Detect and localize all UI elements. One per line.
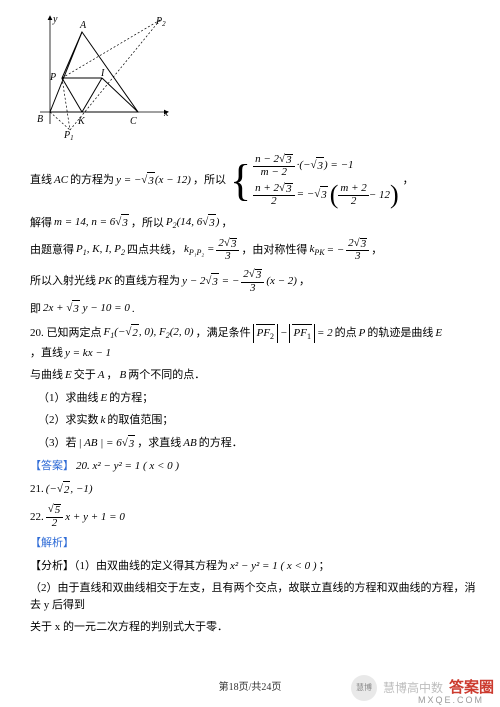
line-ac-equation: 直线 AC 的方程为 y = −3(x − 12) ，所以 { n − 23m … — [30, 154, 476, 208]
b: B — [119, 367, 126, 384]
t: 22. — [30, 509, 44, 526]
t: 四点共线， — [127, 242, 182, 259]
t: （1）求曲线 — [38, 390, 99, 407]
svg-text:K: K — [77, 116, 86, 127]
t: . — [132, 301, 135, 318]
t: 21. — [30, 481, 44, 498]
e: E — [65, 367, 72, 384]
rest: x + y + 1 = 0 — [65, 509, 125, 526]
eq: y = −3(x − 12) — [116, 172, 191, 190]
t: 的方程． — [199, 435, 243, 452]
line-incident-ray: 所以入射光线 PK 的直线方程为 y − 23 = − 233 (x − 2) … — [30, 269, 476, 294]
answer-20: 【答案】 20. x² − y² = 1 ( x < 0 ) — [30, 458, 476, 475]
watermark-sub: MXQE.COM — [418, 694, 484, 707]
rhs: (x − 2) — [266, 273, 297, 290]
svg-text:I: I — [100, 68, 105, 79]
ac: AC — [54, 172, 68, 189]
t: 的方程为 — [70, 172, 114, 189]
line-collinear: 由题意得 P1, K, I, P2 四点共线， kP₁P₂ = 233 ，由对称… — [30, 238, 476, 263]
answer-21: 21. (−2, −1) — [30, 481, 476, 499]
q20-stem: 20. 已知两定点 F1(−2, 0), F2(2, 0) ，满足条件 PF2 … — [30, 324, 476, 362]
t: ，求直线 — [137, 435, 181, 452]
t: 两个不同的点． — [128, 367, 205, 384]
t: 所以入射光线 — [30, 273, 96, 290]
answer-22: 22. 52 x + y + 1 = 0 — [30, 504, 476, 529]
t: （2）求实数 — [38, 412, 99, 429]
t: 20. 已知两定点 — [30, 325, 102, 342]
geometry-diagram: y A P2 P I B K C x P1 — [30, 12, 476, 146]
t: ， — [106, 367, 117, 384]
t: 的取值范围； — [107, 412, 173, 429]
t: ； — [319, 558, 330, 575]
explain-label: 【解析】 — [30, 535, 476, 552]
k: k — [101, 412, 106, 429]
t: ， — [403, 172, 414, 189]
t: 的轨迹是曲线 — [367, 325, 433, 342]
t: ，由对称性得 — [241, 242, 307, 259]
t: ，所以 — [131, 215, 164, 232]
svg-text:P1: P1 — [63, 130, 74, 140]
a: A — [98, 367, 105, 384]
t: 由题意得 — [30, 242, 74, 259]
q20-sub3: （3）若 | AB | = 63 ，求直线 AB 的方程． — [38, 435, 476, 453]
svg-text:x: x — [163, 108, 169, 119]
t: 交于 — [74, 367, 96, 384]
svg-text:y: y — [52, 14, 58, 25]
ab: AB — [183, 435, 196, 452]
explain-3: 关于 x 的一元二次方程的判别式大于零． — [30, 619, 476, 636]
t: （3）若 — [38, 435, 77, 452]
svg-text:B: B — [37, 114, 43, 125]
t: 关于 x 的一元二次方程的判别式大于零． — [30, 619, 228, 636]
t: ，所以 — [193, 172, 226, 189]
wm-badge-icon: 慧博 — [351, 675, 377, 701]
t: 的直线方程为 — [114, 273, 180, 290]
e: E — [101, 390, 108, 407]
t: 【分析】（1）由双曲线的定义得其方程为 — [30, 558, 228, 575]
t: ， — [299, 273, 310, 290]
q20-sub1: （1）求曲线 E 的方程； — [38, 390, 476, 407]
t: 即 — [30, 301, 41, 318]
t: 解得 — [30, 215, 52, 232]
svg-text:C: C — [130, 116, 137, 127]
e: E — [435, 325, 442, 342]
t: ， — [221, 215, 232, 232]
t: ，满足条件 — [196, 325, 251, 342]
g: y = kx − 1 — [65, 345, 111, 362]
explain-label-text: 【解析】 — [30, 535, 74, 552]
svg-text:P: P — [49, 72, 56, 83]
line-final-eq: 即 2x + 3 y − 10 = 0 . — [30, 300, 476, 318]
svg-text:A: A — [79, 20, 87, 31]
line-solve: 解得 m = 14, n = 63 ，所以 P2(14, 63) ， — [30, 214, 476, 232]
q20-stem-2: 与曲线 E 交于 A ， B 两个不同的点． — [30, 367, 476, 384]
answer-label: 【答案】 — [30, 458, 74, 475]
rhs: = 2 — [317, 325, 333, 342]
equation-system: { n − 23m − 2 ·(−3) = −1 n + 232 = −3 ( … — [230, 154, 399, 208]
t: 与曲线 — [30, 367, 63, 384]
t: （2）由于直线和双曲线相交于左支，且有两个交点，故联立直线的方程和双曲线的方程，… — [30, 580, 476, 613]
t: 的方程； — [109, 390, 153, 407]
t: = − — [327, 242, 345, 259]
t: 直线 — [30, 172, 52, 189]
page-number: 第18页/共24页 — [219, 682, 282, 693]
diagram-svg: y A P2 P I B K C x P1 — [30, 12, 170, 140]
q20-sub2: （2）求实数 k 的取值范围； — [38, 412, 476, 429]
t: ， — [371, 242, 382, 259]
t: 的点 — [335, 325, 357, 342]
a20: 20. x² − y² = 1 ( x < 0 ) — [76, 458, 179, 475]
explain-2: （2）由于直线和双曲线相交于左支，且有两个交点，故联立直线的方程和双曲线的方程，… — [30, 580, 476, 613]
p: P — [359, 325, 366, 342]
explain-1: 【分析】（1）由双曲线的定义得其方程为 x² − y² = 1 ( x < 0 … — [30, 558, 476, 575]
eq: x² − y² = 1 ( x < 0 ) — [230, 558, 317, 575]
t: ，直线 — [30, 345, 63, 362]
svg-text:P2: P2 — [155, 16, 166, 28]
pk: PK — [98, 273, 112, 290]
